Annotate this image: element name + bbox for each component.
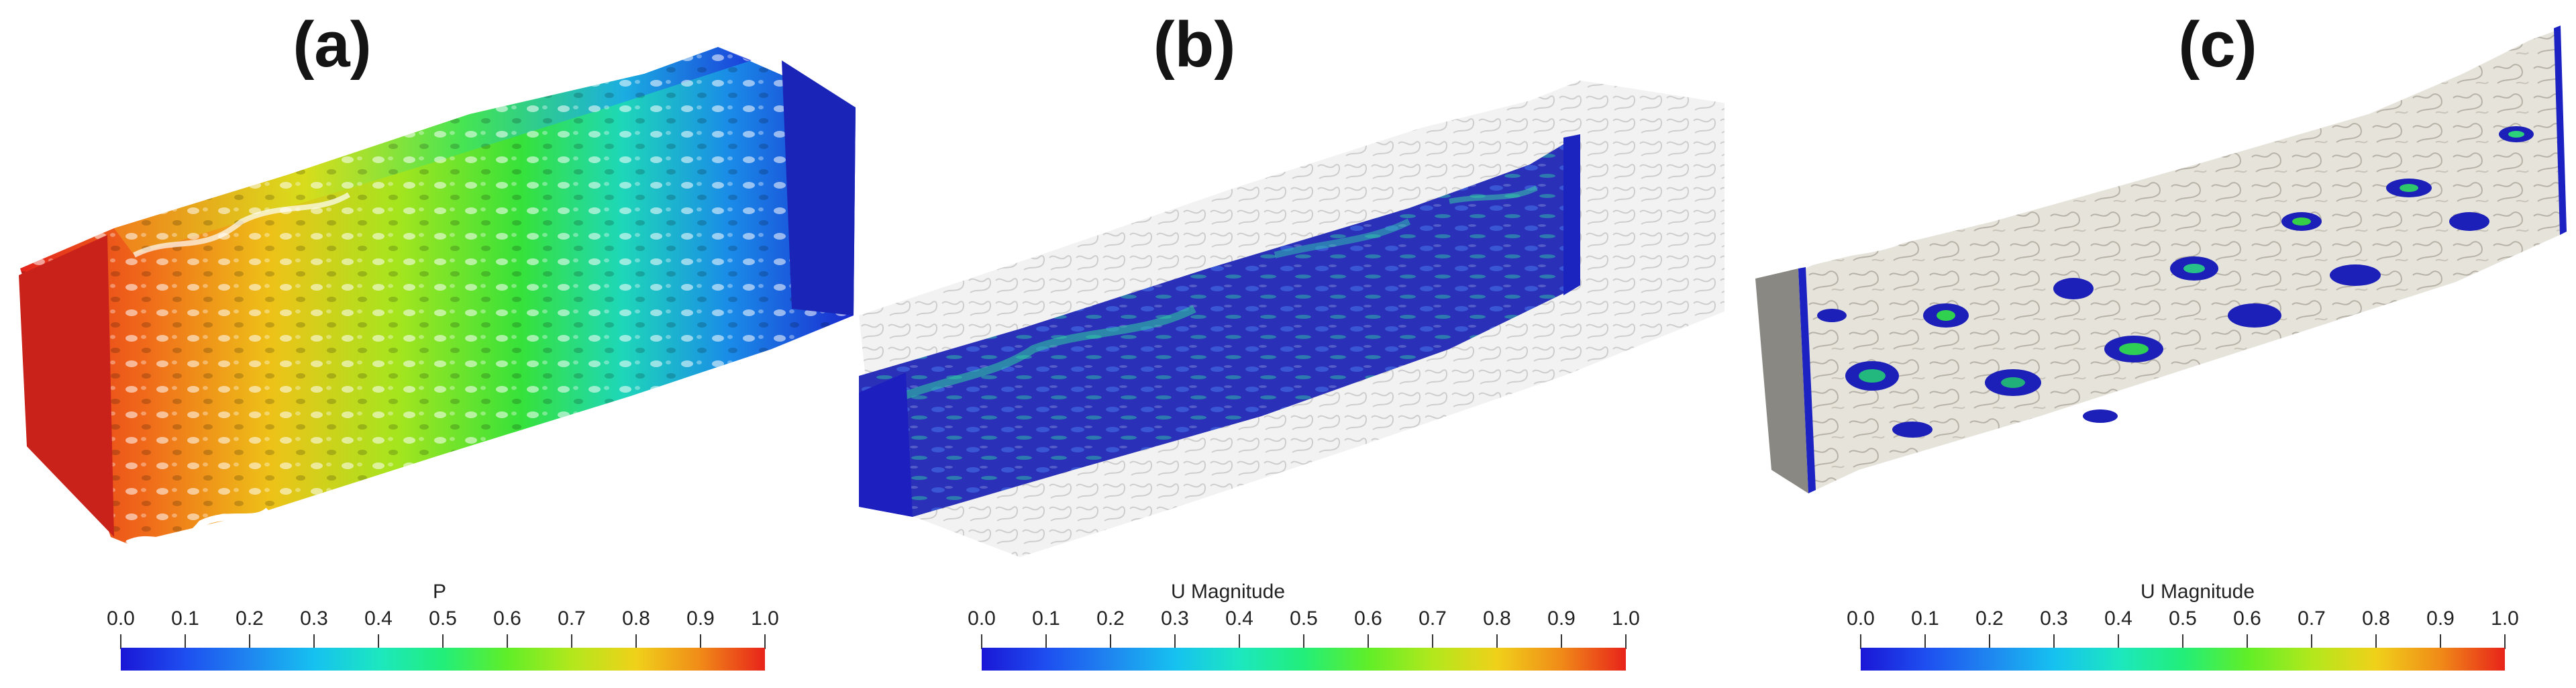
velocity-field-render — [859, 81, 1724, 557]
colorbar-tick: 0.3 — [300, 607, 328, 630]
colorbar-tick: 0.1 — [1911, 607, 1939, 630]
colorbar-tick: 0.4 — [1225, 607, 1253, 630]
colorbar-ticks-b: 0.0 0.1 0.2 0.3 0.4 0.5 0.6 0.7 0.8 0.9 … — [968, 607, 1640, 632]
colorbar-tick: 0.3 — [2040, 607, 2068, 630]
colorbar-tick: 0.8 — [1483, 607, 1511, 630]
pressure-field-render — [19, 47, 856, 547]
colorbar-tick: 0.2 — [1096, 607, 1125, 630]
colorbar-tick: 0.7 — [1419, 607, 1447, 630]
colorbar-tick: 0.5 — [1290, 607, 1318, 630]
colorbar-tick: 0.1 — [171, 607, 199, 630]
colorbar-tick: 0.2 — [236, 607, 264, 630]
panel-label-a: (a) — [293, 9, 372, 81]
colorbar-gradient — [1861, 648, 2505, 671]
colorbar-tick: 0.9 — [686, 607, 715, 630]
colorbar-tick: 0.0 — [107, 607, 135, 630]
colorbar-tick: 0.4 — [2104, 607, 2132, 630]
panel-label-c: (c) — [2178, 9, 2257, 81]
colorbar-tick: 1.0 — [2491, 607, 2519, 630]
colorbar-tick: 0.5 — [2169, 607, 2197, 630]
colorbar-tick: 0.6 — [1354, 607, 1382, 630]
colorbar-tick: 0.6 — [493, 607, 521, 630]
colorbar-tick: 0.6 — [2233, 607, 2261, 630]
colorbar-tick: 0.9 — [1547, 607, 1576, 630]
colorbar-tick: 0.7 — [558, 607, 586, 630]
colorbar-tick: 0.0 — [1847, 607, 1875, 630]
colorbar-gradient — [121, 648, 765, 671]
colorbar-gradient — [982, 648, 1626, 671]
colorbar-tick: 1.0 — [751, 607, 779, 630]
colorbar-tick: 0.7 — [2298, 607, 2326, 630]
colorbar-tick: 1.0 — [1612, 607, 1640, 630]
colorbar-title-b: U Magnitude — [1170, 581, 1286, 603]
colorbar-ticks-a: 0.0 0.1 0.2 0.3 0.4 0.5 0.6 0.7 0.8 0.9 … — [107, 607, 779, 632]
colorbar-ticks-c: 0.0 0.1 0.2 0.3 0.4 0.5 0.6 0.7 0.8 0.9 … — [1847, 607, 2519, 632]
colorbar-tick: 0.4 — [364, 607, 393, 630]
pore-flow-regions — [1817, 126, 2534, 438]
colorbar-title-c: U Magnitude — [2140, 581, 2255, 603]
colorbar-b — [981, 634, 1627, 675]
colorbar-a — [120, 634, 766, 675]
colorbar-tick: 0.5 — [429, 607, 457, 630]
colorbar-c — [1860, 634, 2506, 675]
colorbar-tick: 0.0 — [968, 607, 996, 630]
colorbar-tick: 0.3 — [1161, 607, 1189, 630]
colorbar-tick: 0.8 — [2362, 607, 2390, 630]
colorbar-tick: 0.2 — [1975, 607, 2004, 630]
panel-b: (b) U Magnitude 0.0 0.1 0.2 0. — [859, 0, 1724, 688]
cross-section-render — [1755, 23, 2567, 493]
panel-c: (c) — [1724, 0, 2576, 688]
colorbar-tick: 0.9 — [2426, 607, 2455, 630]
colorbar-title-a: P — [432, 581, 446, 603]
panel-label-b: (b) — [1153, 9, 1236, 81]
panel-a: (a) — [0, 0, 859, 688]
colorbar-tick: 0.8 — [622, 607, 650, 630]
colorbar-tick: 0.1 — [1032, 607, 1060, 630]
